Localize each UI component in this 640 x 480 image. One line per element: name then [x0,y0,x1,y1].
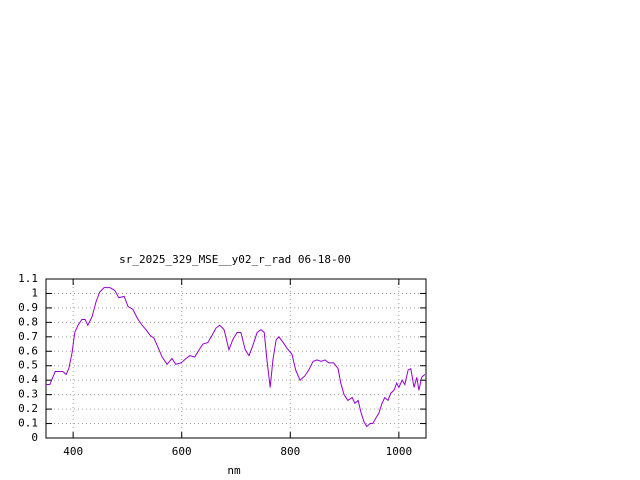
x-tick-label: 600 [172,445,192,458]
data-line [46,287,426,428]
x-tick-label: 400 [63,445,83,458]
y-tick-label: 0.3 [18,388,38,401]
x-tick-label: 1000 [386,445,413,458]
x-axis-label: nm [227,464,241,477]
y-tick-label: 0 [31,431,38,444]
plot-border [45,278,427,439]
y-tick-label: 0.6 [18,344,38,357]
y-tick-label: 1.1 [18,272,38,285]
y-tick-label: 0.5 [18,359,38,372]
y-tick-label: 0.1 [18,417,38,430]
y-tick-label: 0.4 [18,373,38,386]
x-tick-label: 800 [280,445,300,458]
y-tick-label: 0.9 [18,301,38,314]
y-tick-label: 1 [31,286,38,299]
y-tick-label: 0.7 [18,330,38,343]
y-tick-label: 0.2 [18,402,38,415]
y-tick-label: 0.8 [18,315,38,328]
chart-title: sr_2025_329_MSE__y02_r_rad 06-18-00 [119,253,351,266]
